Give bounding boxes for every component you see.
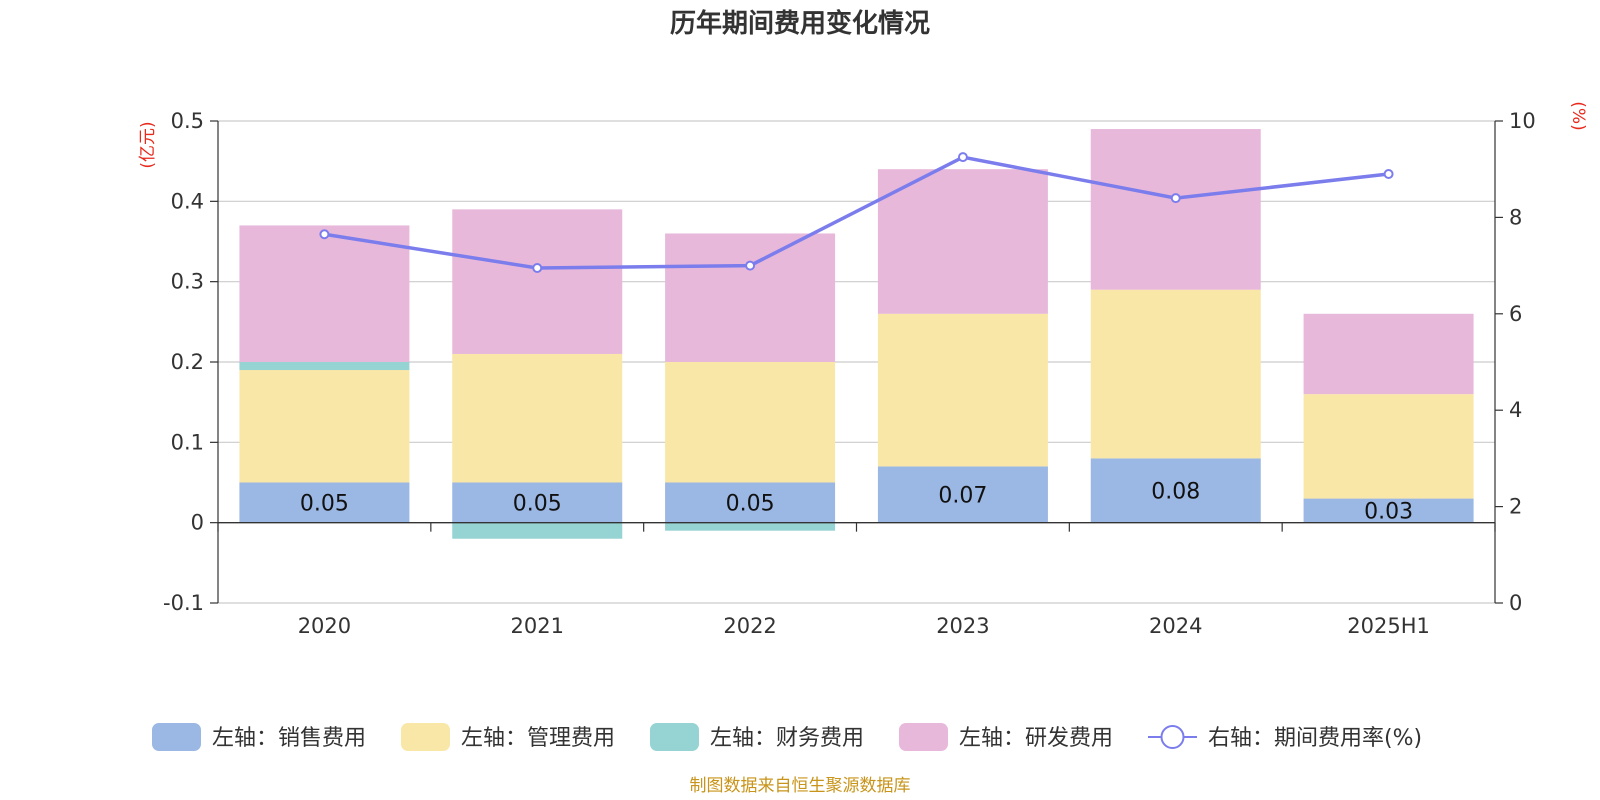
left-tick-label: 0.4 [171,189,204,213]
legend-marker [1160,725,1185,749]
bar-segment [1303,313,1474,395]
bar-data-label: 0.05 [513,492,562,517]
bar-segment [452,353,623,483]
legend-swatch [152,723,201,751]
bar-segment [239,225,410,362]
right-tick-label: 0 [1509,591,1522,615]
chart-title: 历年期间费用变化情况 [670,8,930,39]
bar-segment [877,466,1048,523]
right-axis-unit: (%) [1568,101,1588,130]
left-tick-label: 0.5 [171,109,204,133]
bar-data-label: 0.05 [726,492,775,517]
rate-point [957,152,968,163]
rate-point [1170,193,1181,204]
rate-line [319,152,1394,274]
source-note: 制图数据来自恒生聚源数据库 [690,776,911,796]
right-tick-label: 8 [1509,205,1522,229]
left-tick-label: 0.2 [171,350,204,374]
x-tick-label: 2021 [511,614,564,638]
bars [239,129,1474,539]
legend-label: 左轴：销售费用 [212,726,366,751]
bar-segment [239,482,410,523]
bar-segment [1090,458,1261,523]
x-tick-label: 2020 [298,614,351,638]
rate-point [745,260,756,271]
bar-segment [1303,394,1474,499]
bar-data-label: 0.05 [300,492,349,517]
bar-segment [665,522,836,531]
bar-segment [665,362,836,483]
left-tick-label: -0.1 [163,591,204,615]
x-tick-label: 2025H1 [1347,614,1430,638]
bar-data-label: 0.08 [1151,480,1200,505]
bar-segment [1090,129,1261,290]
legend-label: 左轴：管理费用 [461,726,615,751]
bar-labels: 0.05 0.05 0.05 0.07 0.08 0.03 [300,480,1413,525]
legend-label: 右轴：期间费用率(%) [1208,726,1422,751]
right-tick-label: 4 [1509,398,1522,422]
bar-segment [452,482,623,523]
x-tick-label: 2024 [1149,614,1202,638]
left-tick-label: 0 [191,511,204,535]
bar-data-label: 0.07 [938,484,987,509]
bar-segment [665,482,836,523]
x-tick-label: 2023 [936,614,989,638]
bar-data-label: 0.03 [1364,500,1413,525]
bar-segment [877,313,1048,467]
legend: 左轴：销售费用 左轴：管理费用 左轴：财务费用 左轴：研发费用 右轴：期间费用率(%) [152,723,1422,751]
legend-label: 左轴：研发费用 [959,726,1113,751]
bar-segment [452,522,623,539]
legend-swatch [650,723,699,751]
left-tick-label: 0.1 [171,430,204,454]
legend-swatch [899,723,948,751]
right-tick-label: 6 [1509,302,1522,326]
rate-point [1383,169,1394,180]
rate-point [532,263,543,274]
right-tick-label: 10 [1509,109,1536,133]
bar-segment [665,233,836,362]
bar-segment [877,169,1048,314]
bar-segment [239,362,410,371]
rate-point [319,229,330,240]
x-tick-label: 2022 [723,614,776,638]
legend-swatch [401,723,450,751]
left-tick-label: 0.3 [171,270,204,294]
left-axis-unit: (亿元) [138,121,158,168]
legend-label: 左轴：财务费用 [710,726,864,751]
bar-segment [239,370,410,483]
bar-segment [1303,498,1474,523]
right-tick-label: 2 [1509,495,1522,519]
gridlines [218,120,1495,604]
bar-segment [452,209,623,354]
bar-segment [1090,289,1261,459]
rate-line-path [324,155,1389,270]
